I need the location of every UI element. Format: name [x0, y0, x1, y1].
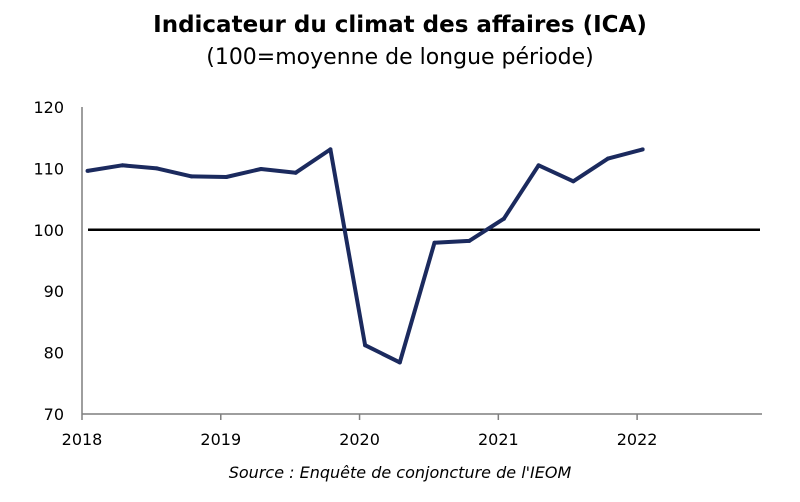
chart-title: Indicateur du climat des affaires (ICA): [153, 12, 647, 38]
x-axis-ticks: 2018 2019 2020 2021 2022: [62, 414, 658, 449]
data-point: [432, 240, 437, 245]
data-point: [640, 147, 645, 152]
x-tick-label: 2019: [200, 430, 241, 449]
data-point: [571, 179, 576, 184]
data-point: [605, 156, 610, 161]
x-tick-label: 2018: [62, 430, 103, 449]
data-point: [397, 360, 402, 365]
data-point: [467, 238, 472, 243]
x-tick-label: 2021: [478, 430, 519, 449]
data-point: [224, 174, 229, 179]
x-tick-label: 2022: [617, 430, 658, 449]
data-point: [501, 216, 506, 221]
source-note: Source : Enquête de conjoncture de l'IEO…: [228, 463, 572, 482]
chart-subtitle: (100=moyenne de longue période): [206, 45, 594, 70]
data-point: [154, 166, 159, 171]
x-tick-label: 2020: [339, 430, 380, 449]
series-line-ica: [87, 147, 644, 365]
y-tick-label: 80: [44, 344, 64, 363]
data-point: [189, 174, 194, 179]
series-group: [85, 147, 645, 365]
y-axis-ticks: 70 80 90 100 110 120: [33, 98, 64, 424]
data-point: [85, 168, 90, 173]
data-point: [120, 163, 125, 168]
data-point: [293, 170, 298, 175]
data-point: [328, 147, 333, 152]
data-point: [259, 167, 264, 172]
y-tick-label: 120: [33, 98, 64, 117]
data-point: [363, 343, 368, 348]
y-tick-label: 100: [33, 221, 64, 240]
y-tick-label: 110: [33, 159, 64, 178]
data-point: [536, 163, 541, 168]
y-tick-label: 70: [44, 405, 64, 424]
y-tick-label: 90: [44, 282, 64, 301]
